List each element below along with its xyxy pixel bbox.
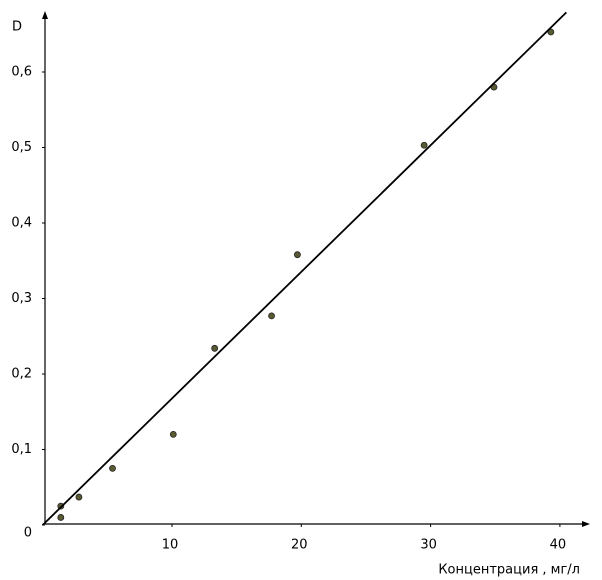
x-tick-label: 40	[550, 538, 567, 553]
y-axis-arrow	[42, 11, 48, 19]
data-point	[211, 344, 219, 352]
data-point	[109, 464, 116, 472]
x-axis-arrow	[582, 521, 590, 527]
y-tick-label: 0,4	[11, 216, 32, 231]
fit-line	[42, 11, 567, 526]
data-point	[169, 430, 177, 438]
data-point	[268, 312, 275, 320]
data-point	[547, 28, 555, 36]
data-point	[75, 493, 83, 501]
y-tick-label: 0,6	[11, 65, 32, 80]
data-point	[294, 251, 301, 259]
x-tick-label: 20	[291, 538, 308, 553]
y-tick-label: 0,1	[11, 442, 32, 457]
y-tick-label: 0,5	[11, 140, 32, 155]
y-axis-label: D	[12, 20, 22, 35]
data-point	[57, 514, 65, 521]
x-axis-label: Концентрация , мг/л	[438, 563, 580, 578]
y-tick-label: 0,2	[11, 367, 32, 382]
data-point	[420, 141, 428, 149]
y-tick-label: 0,3	[11, 291, 32, 306]
y-tick-label: 0	[24, 526, 32, 541]
x-tick-label: 10	[162, 538, 179, 553]
x-tick-label: 30	[420, 538, 437, 553]
